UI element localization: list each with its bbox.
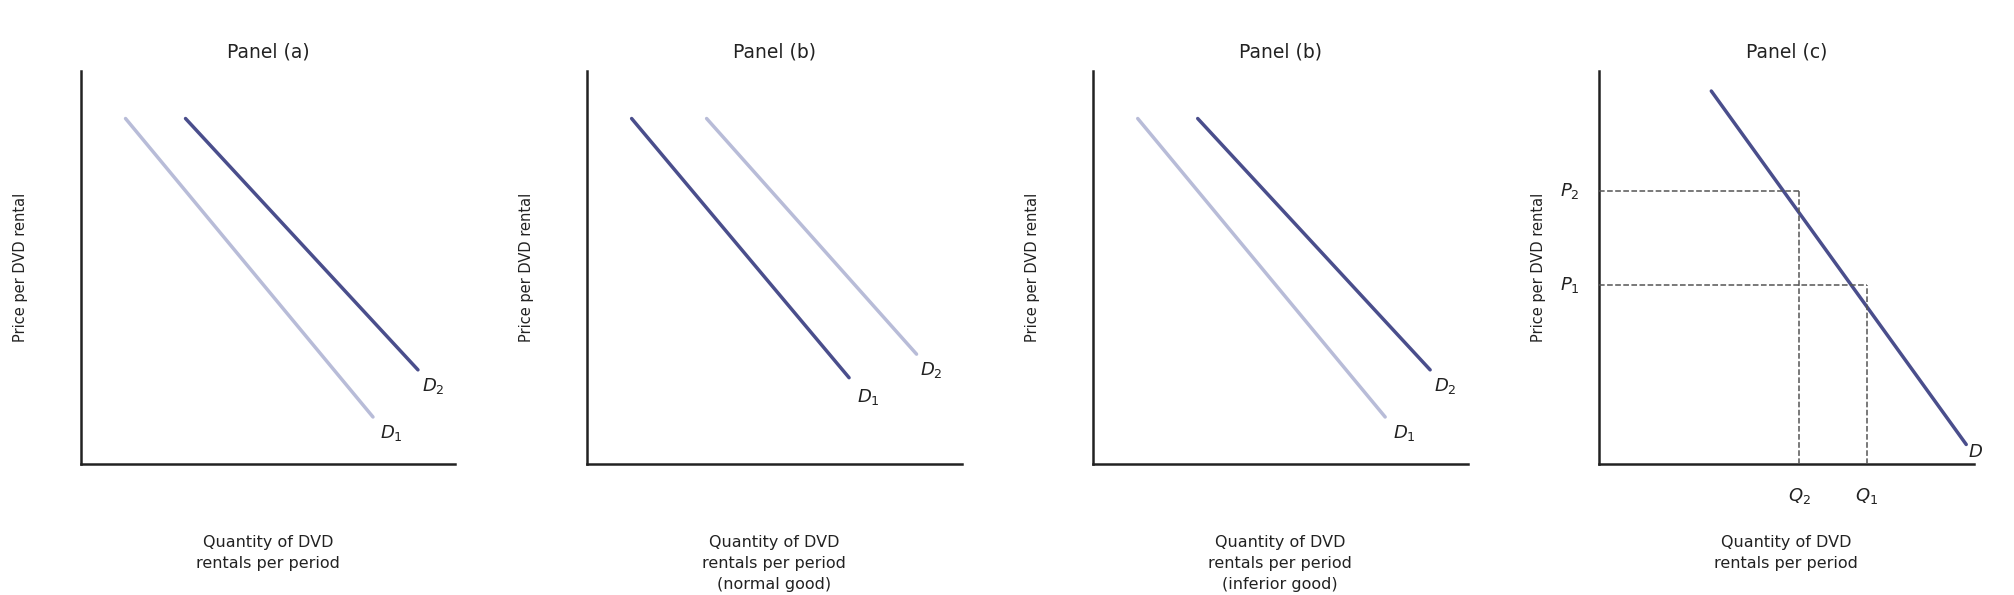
Text: $P_1$: $P_1$ <box>1561 275 1581 296</box>
Text: $D_{1}$: $D_{1}$ <box>856 387 880 408</box>
Text: Price per DVD rental: Price per DVD rental <box>12 193 28 342</box>
Text: $D_{2}$: $D_{2}$ <box>1434 375 1456 396</box>
Text: Quantity of DVD
rentals per period: Quantity of DVD rentals per period <box>195 535 340 571</box>
Text: Quantity of DVD
rentals per period
(normal good): Quantity of DVD rentals per period (norm… <box>703 535 846 592</box>
Text: $Q_1$: $Q_1$ <box>1855 486 1879 506</box>
Title: Panel (c): Panel (c) <box>1746 42 1827 61</box>
Text: $D_{2}$: $D_{2}$ <box>421 375 445 396</box>
Text: $Q_2$: $Q_2$ <box>1788 486 1811 506</box>
Title: Panel (a): Panel (a) <box>228 42 310 61</box>
Text: Quantity of DVD
rentals per period
(inferior good): Quantity of DVD rentals per period (infe… <box>1208 535 1351 592</box>
Text: $P_2$: $P_2$ <box>1561 181 1581 201</box>
Title: Panel (b): Panel (b) <box>733 42 816 61</box>
Text: Price per DVD rental: Price per DVD rental <box>520 193 534 342</box>
Text: $D_{1}$: $D_{1}$ <box>1392 422 1416 443</box>
Text: $D$: $D$ <box>1968 443 1984 461</box>
Title: Panel (b): Panel (b) <box>1239 42 1321 61</box>
Text: Price per DVD rental: Price per DVD rental <box>1025 193 1041 342</box>
Text: Price per DVD rental: Price per DVD rental <box>1531 193 1547 342</box>
Text: Quantity of DVD
rentals per period: Quantity of DVD rentals per period <box>1714 535 1859 571</box>
Text: $D_{2}$: $D_{2}$ <box>920 360 943 380</box>
Text: $D_{1}$: $D_{1}$ <box>381 422 403 443</box>
